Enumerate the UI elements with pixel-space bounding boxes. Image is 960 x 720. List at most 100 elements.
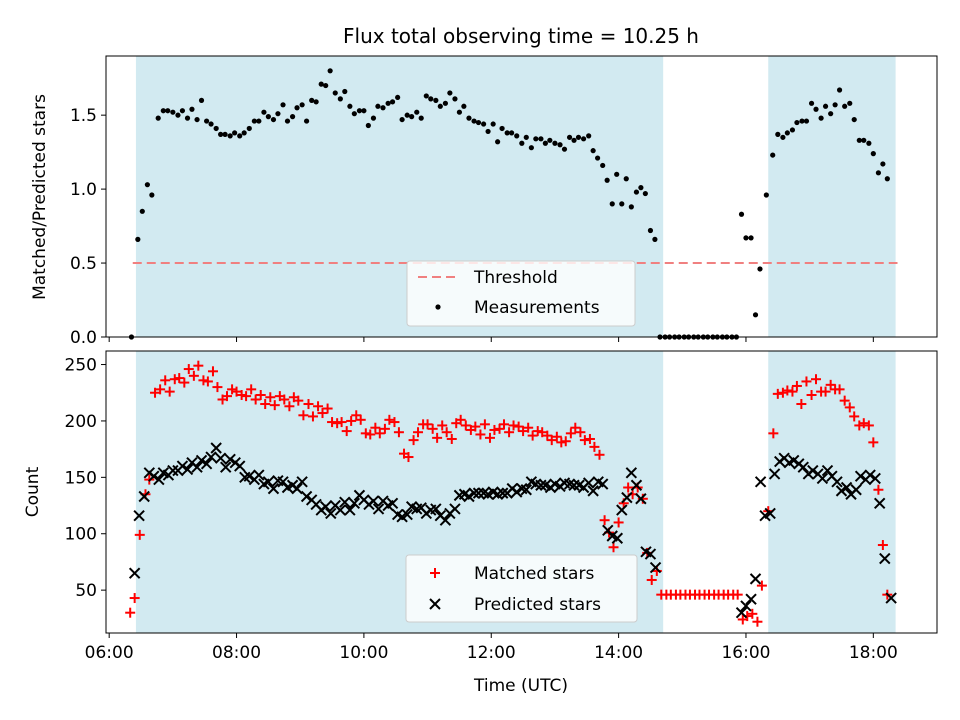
top-plot-frame [105, 55, 938, 338]
matched-star-point [479, 419, 490, 430]
measurement-point [370, 115, 377, 121]
predicted-star-point [468, 487, 480, 499]
measurement-point [499, 125, 505, 132]
predicted-star-point [616, 504, 628, 516]
measurement-point [775, 131, 781, 137]
predicted-star-point [430, 503, 442, 515]
measurement-point [586, 133, 592, 139]
measurement-point [803, 118, 810, 124]
measurement-point [784, 130, 790, 136]
measurement-point [875, 170, 882, 176]
matched-star-point [346, 415, 357, 426]
measurement-point [395, 94, 401, 101]
measurement-point [389, 99, 396, 105]
matched-star-point [298, 410, 309, 421]
measurement-point [557, 142, 563, 148]
measurement-point [475, 119, 482, 126]
measurement-point [218, 131, 224, 137]
measurement-point [175, 112, 181, 118]
predicted-star-point [816, 472, 829, 485]
matched-star-point [623, 482, 634, 493]
matched-star-point [432, 432, 443, 443]
matched-star-point [160, 375, 171, 386]
predicted-star-point [497, 487, 509, 499]
matched-star-point [584, 433, 595, 444]
predicted-star-point [133, 509, 145, 522]
matched-star-point [732, 589, 743, 600]
measurement-point [561, 146, 568, 152]
bottom-y-tick-label: 150 [65, 468, 97, 488]
matched-star-point [188, 370, 199, 381]
predicted-star-point [835, 485, 848, 497]
measurement-point [294, 105, 300, 111]
matched-star-point [475, 429, 486, 440]
predicted-star-point [372, 503, 385, 515]
matched-star-point [599, 515, 610, 526]
matched-star-point [470, 421, 481, 432]
matched-star-point [839, 395, 850, 406]
predicted-star-point [520, 484, 532, 496]
matched-star-point [164, 386, 175, 397]
predicted-star-point [644, 548, 657, 560]
matched-star-point [523, 422, 534, 433]
count-panel: 50 100 150 200 250 06:00 08:00 10:00 12:00 14:00 1… [23, 350, 938, 696]
matched-star-point [575, 427, 586, 438]
measurement-point [495, 139, 501, 145]
predicted-star-point [797, 461, 809, 473]
predicted-star-point [386, 497, 399, 509]
matched-star-point [241, 391, 252, 402]
matched-star-point [393, 427, 404, 438]
matched-star-point [260, 399, 271, 410]
measurement-point [327, 68, 333, 74]
top-y-tick-label: 1.0 [70, 180, 97, 200]
predicted-star-point [630, 479, 643, 491]
measurement-point [866, 140, 872, 146]
measurement-point [222, 131, 228, 137]
matched-star-point [484, 432, 495, 443]
measurement-point [547, 137, 553, 143]
measurement-point [437, 103, 443, 109]
predicted-star-point [873, 497, 886, 509]
matched-star-point [202, 376, 213, 387]
predicted-star-point [300, 490, 313, 503]
predicted-star-point [472, 487, 485, 499]
predicted-star-point [334, 504, 347, 516]
measurement-point [160, 108, 166, 114]
measurement-point [351, 111, 357, 117]
matched-star-point [198, 375, 209, 386]
x-tick-label: 16:00 [721, 643, 770, 663]
predicted-star-point [439, 514, 452, 526]
matched-star-point [570, 422, 581, 433]
matched-star-point [437, 420, 448, 431]
matched-star-point [811, 374, 822, 385]
measurement-point [452, 96, 458, 102]
measurement-point [519, 140, 525, 146]
top-y-tick-label: 1.5 [70, 106, 97, 126]
matched-star-point [527, 430, 538, 441]
measurement-point [538, 136, 544, 142]
predicted-star-point [625, 467, 638, 479]
measurement-point [822, 103, 829, 109]
matched-star-point [772, 388, 783, 399]
measurement-point [303, 118, 310, 124]
measurement-point [361, 108, 367, 114]
predicted-star-point [348, 497, 361, 509]
matched-star-point [791, 380, 802, 391]
measurement-point [232, 130, 238, 136]
matched-star-point [303, 399, 314, 410]
predicted-star-point [885, 592, 897, 604]
matched-star-point [768, 428, 779, 439]
measurement-point [227, 133, 233, 139]
measurement-point [165, 108, 171, 114]
matched-star-point [269, 400, 280, 411]
matched-stars-series [125, 360, 893, 627]
measurement-point [757, 266, 763, 272]
x-tick-label: 08:00 [212, 643, 261, 663]
measurement-point [135, 236, 141, 242]
matched-star-point [556, 437, 567, 448]
top-legend-box [406, 260, 636, 327]
matched-star-point [427, 423, 438, 434]
measurement-point [184, 115, 191, 121]
matched-star-point [608, 542, 619, 553]
matched-star-point [873, 484, 884, 495]
